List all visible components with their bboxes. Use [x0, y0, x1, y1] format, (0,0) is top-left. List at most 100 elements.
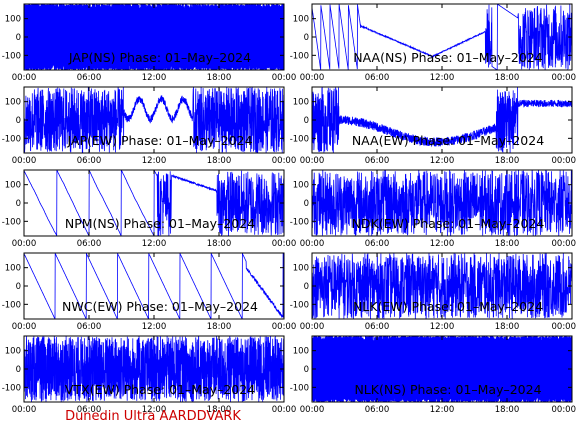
y-tick-label: 100 [293, 181, 309, 191]
x-tick-label: 12:00 [430, 405, 455, 415]
y-tick-label: 100 [5, 181, 21, 191]
x-tick-label: 06:00 [365, 322, 390, 332]
phase-trace [312, 4, 572, 70]
panel-title: NAA(EW) Phase: 01–May–2024 [352, 133, 544, 148]
panel-4: 100 0 -100 00:00 06:00 12:00 18:00 00:00 NAA(EW)… [290, 86, 576, 166]
x-tick-label: 12:00 [142, 73, 167, 83]
x-tick-label: 00:00 [552, 73, 576, 83]
x-tick-label: 06:00 [365, 73, 390, 83]
x-tick-label: 00:00 [300, 405, 325, 415]
panel-9: 100 0 -100 00:00 06:00 12:00 18:00 00:00 VTX(EW)… [2, 335, 297, 415]
x-tick-label: 18:00 [495, 405, 520, 415]
panel-5: 100 0 -100 00:00 06:00 12:00 18:00 00:00 NPM(NS)… [2, 169, 296, 249]
phase-trace [24, 87, 284, 153]
y-tick-label: -100 [2, 51, 21, 61]
y-tick-label: 100 [5, 98, 21, 108]
x-tick-label: 18:00 [495, 73, 520, 83]
y-tick-label: 0 [16, 199, 21, 209]
y-tick-label: 100 [5, 15, 21, 25]
panel-title: VTX(EW) Phase: 01–May–2024 [65, 382, 255, 397]
y-tick-label: 0 [304, 33, 309, 43]
x-tick-label: 00:00 [300, 156, 325, 166]
y-tick-label: 0 [304, 365, 309, 375]
x-tick-label: 12:00 [430, 156, 455, 166]
panel-6: 100 0 -100 00:00 06:00 12:00 18:00 00:00 NDK(EW)… [290, 169, 576, 249]
x-tick-label: 00:00 [272, 405, 297, 415]
y-tick-label: 0 [16, 365, 21, 375]
y-tick-label: 0 [304, 199, 309, 209]
x-tick-label: 18:00 [207, 239, 232, 249]
y-tick-label: -100 [290, 134, 309, 144]
y-tick-label: -100 [2, 134, 21, 144]
x-tick-label: 00:00 [272, 322, 297, 332]
x-tick-label: 12:00 [142, 322, 167, 332]
y-tick-label: 0 [16, 282, 21, 292]
x-tick-label: 06:00 [365, 405, 390, 415]
x-tick-label: 00:00 [300, 239, 325, 249]
x-tick-label: 12:00 [430, 322, 455, 332]
y-tick-label: 100 [293, 347, 309, 357]
x-tick-label: 00:00 [552, 239, 576, 249]
x-tick-label: 00:00 [272, 73, 297, 83]
panel-3: 100 0 -100 00:00 06:00 12:00 18:00 00:00 JAP(EW)… [2, 86, 296, 166]
x-tick-label: 18:00 [495, 322, 520, 332]
y-tick-label: 0 [16, 116, 21, 126]
x-tick-label: 18:00 [495, 239, 520, 249]
y-tick-label: 0 [304, 282, 309, 292]
x-tick-label: 06:00 [77, 322, 102, 332]
y-tick-label: 100 [293, 264, 309, 274]
panel-7: 100 0 -100 00:00 06:00 12:00 18:00 00:00 NWC(EW)… [2, 252, 297, 332]
y-tick-label: -100 [2, 217, 21, 227]
x-tick-label: 18:00 [207, 156, 232, 166]
x-tick-label: 06:00 [77, 73, 102, 83]
x-tick-label: 00:00 [12, 322, 37, 332]
x-tick-label: 06:00 [77, 156, 102, 166]
y-tick-label: 100 [293, 98, 309, 108]
x-tick-label: 06:00 [77, 405, 102, 415]
x-tick-label: 12:00 [430, 73, 455, 83]
phase-trace [24, 4, 284, 70]
y-tick-label: 100 [5, 347, 21, 357]
panel-title: NPM(NS) Phase: 01–May–2024 [65, 216, 255, 231]
y-tick-label: 100 [293, 15, 309, 25]
panel-2: 100 0 -100 00:00 06:00 12:00 18:00 00:00 NAA(NS)… [290, 3, 576, 83]
x-tick-label: 18:00 [207, 405, 232, 415]
x-tick-label: 18:00 [207, 322, 232, 332]
panel-title: NWC(EW) Phase: 01–May–2024 [62, 299, 258, 314]
phase-trace [312, 336, 572, 402]
phase-trace [24, 336, 284, 402]
x-tick-label: 12:00 [142, 405, 167, 415]
panel-1: 100 0 -100 00:00 06:00 12:00 18:00 00:00 JAP(NS)… [2, 3, 297, 83]
panel-title: NLK(EW) Phase: 01–May–2024 [353, 299, 543, 314]
y-tick-label: -100 [2, 383, 21, 393]
x-tick-label: 00:00 [300, 322, 325, 332]
x-tick-label: 00:00 [300, 73, 325, 83]
x-tick-label: 00:00 [12, 73, 37, 83]
panel-title: NLK(NS) Phase: 01–May–2024 [354, 382, 541, 397]
panels-group: 100 0 -100 00:00 06:00 12:00 18:00 00:00 JAP(NS)… [2, 3, 576, 415]
y-tick-label: 100 [5, 264, 21, 274]
x-tick-label: 12:00 [430, 239, 455, 249]
x-tick-label: 00:00 [12, 405, 37, 415]
y-tick-label: 0 [304, 116, 309, 126]
y-tick-label: 0 [16, 33, 21, 43]
panel-title: JAP(NS) Phase: 01–May–2024 [68, 50, 251, 65]
x-tick-label: 18:00 [207, 73, 232, 83]
x-tick-label: 06:00 [77, 239, 102, 249]
x-tick-label: 12:00 [142, 156, 167, 166]
y-tick-label: -100 [290, 217, 309, 227]
panel-8: 100 0 -100 00:00 06:00 12:00 18:00 00:00 NLK(EW)… [290, 252, 576, 332]
x-tick-label: 06:00 [365, 156, 390, 166]
panel-title: NAA(NS) Phase: 01–May–2024 [353, 50, 542, 65]
x-tick-label: 06:00 [365, 239, 390, 249]
y-tick-label: -100 [290, 51, 309, 61]
phase-trace [24, 253, 284, 319]
phase-trace [312, 87, 572, 153]
y-tick-label: -100 [290, 383, 309, 393]
footer-label: Dunedin Ultra AARDDVARK [65, 409, 241, 424]
x-tick-label: 00:00 [552, 156, 576, 166]
x-tick-label: 00:00 [552, 322, 576, 332]
y-tick-label: -100 [290, 300, 309, 310]
panel-title: NDK(EW) Phase: 01–May–2024 [352, 216, 545, 231]
